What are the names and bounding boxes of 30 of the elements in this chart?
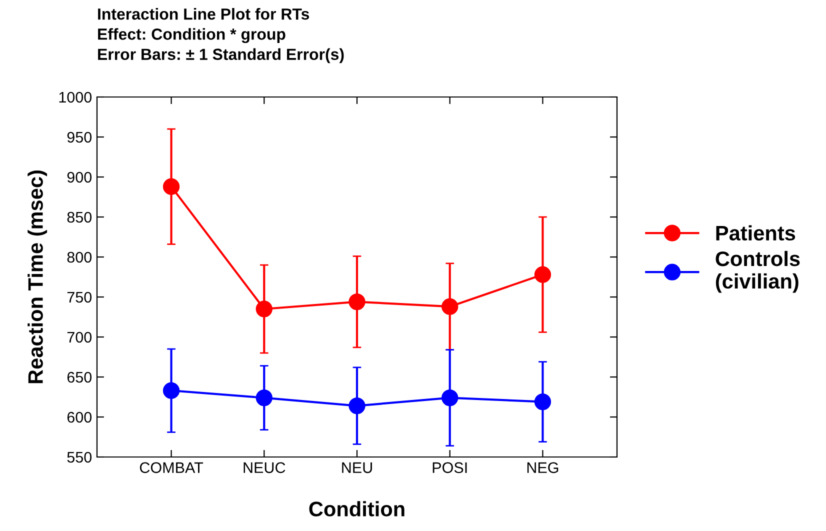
x-tick-label: COMBAT: [140, 462, 204, 474]
x-tick-label: NEU: [342, 462, 372, 474]
point: [256, 300, 272, 318]
x-tick-label: NEG: [527, 462, 558, 474]
point: [442, 389, 458, 406]
y-axis-title: Reaction Time (msec): [28, 170, 48, 384]
y-tick-label: 750: [67, 292, 92, 303]
y-tick-label: 850: [67, 212, 92, 223]
point: [348, 397, 366, 414]
point: [348, 293, 366, 310]
y-tick-label: 800: [67, 252, 92, 263]
point: [534, 266, 552, 283]
x-axis-title: Condition: [309, 501, 404, 516]
x-tick-label: POSI: [432, 462, 467, 474]
x-tick-label: NEUC: [244, 462, 286, 474]
point: [442, 298, 458, 315]
y-tick-label: 550: [67, 452, 92, 463]
y-tick-label: 700: [67, 332, 92, 343]
y-tick-label: 600: [67, 412, 92, 423]
legend-label: Controls (civilian): [716, 250, 800, 293]
legend-label: Patients: [716, 225, 796, 241]
y-tick-label: 650: [67, 372, 92, 383]
y-tick-label: 1000: [59, 92, 92, 103]
point: [162, 382, 180, 399]
y-tick-label: 900: [67, 172, 92, 183]
point: [534, 393, 552, 410]
point: [256, 389, 272, 406]
point: [162, 178, 180, 195]
chart-title: Interaction Line Plot for RTs Effect: Condition * group Error Bars: ± 1 Standard Error(s): [98, 8, 344, 64]
y-tick-label: 950: [67, 132, 92, 143]
